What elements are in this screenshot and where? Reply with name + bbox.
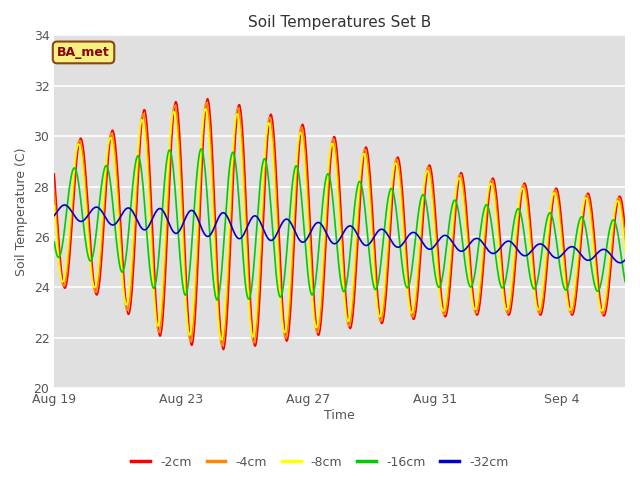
Legend: -2cm, -4cm, -8cm, -16cm, -32cm: -2cm, -4cm, -8cm, -16cm, -32cm — [127, 451, 513, 474]
X-axis label: Time: Time — [324, 409, 355, 422]
Text: BA_met: BA_met — [57, 46, 110, 59]
Y-axis label: Soil Temperature (C): Soil Temperature (C) — [15, 147, 28, 276]
Title: Soil Temperatures Set B: Soil Temperatures Set B — [248, 15, 431, 30]
